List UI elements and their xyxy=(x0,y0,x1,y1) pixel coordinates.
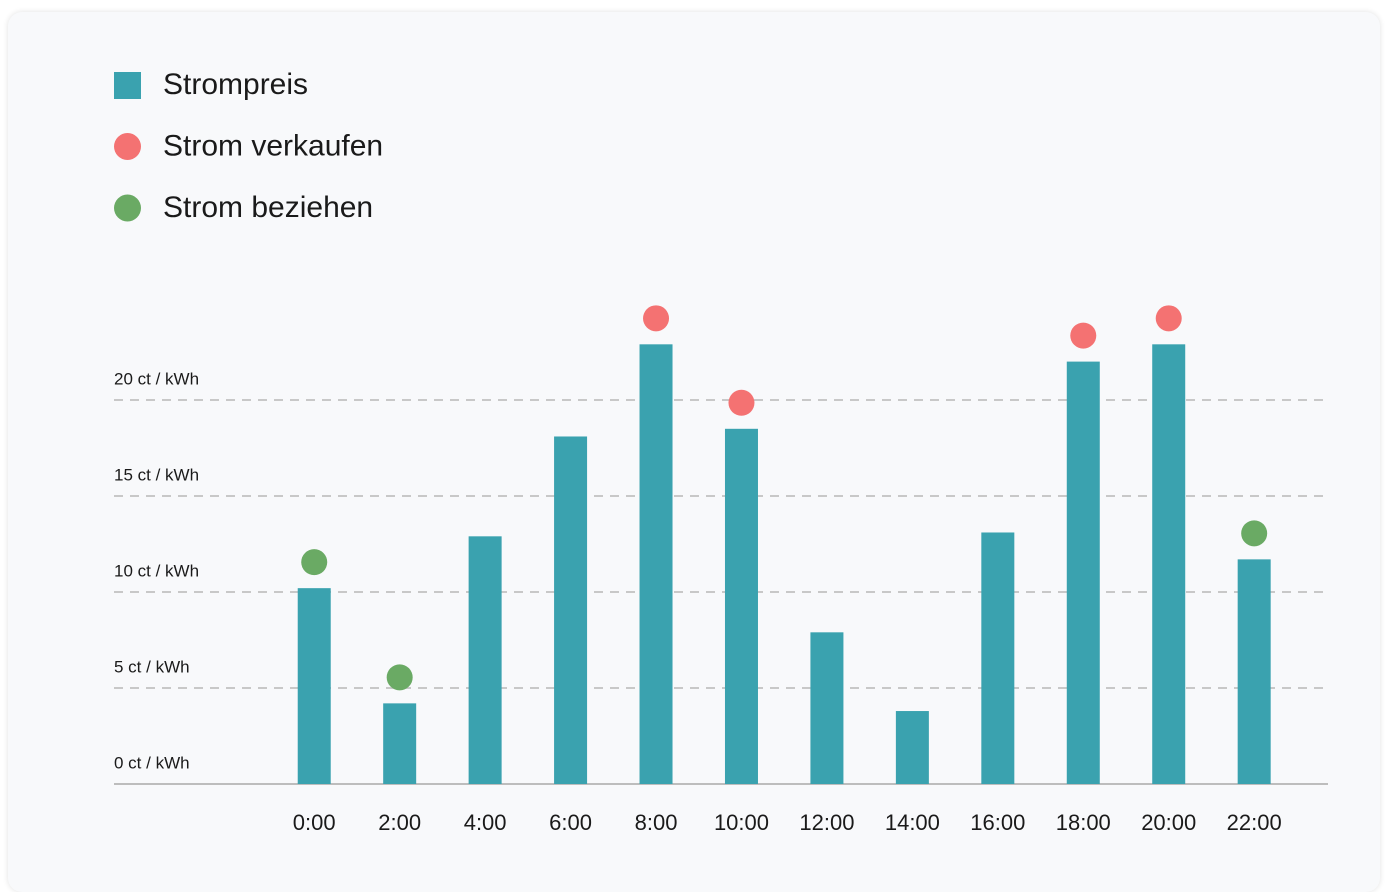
legend-swatch xyxy=(114,133,141,160)
marker xyxy=(643,305,670,332)
bar xyxy=(1152,344,1186,784)
y-tick-label: 15 ct / kWh xyxy=(114,465,199,484)
y-tick-label: 10 ct / kWh xyxy=(114,561,199,580)
legend-swatch xyxy=(114,72,141,99)
marker xyxy=(728,389,755,416)
x-tick-label: 4:00 xyxy=(464,810,507,835)
x-tick-label: 18:00 xyxy=(1056,810,1111,835)
marker xyxy=(1241,520,1268,547)
legend-label: Strom beziehen xyxy=(163,191,373,224)
marker xyxy=(386,664,413,691)
x-tick-label: 20:00 xyxy=(1141,810,1196,835)
bar xyxy=(1066,361,1100,784)
bar xyxy=(468,536,502,784)
x-tick-label: 10:00 xyxy=(714,810,769,835)
x-tick-label: 16:00 xyxy=(970,810,1025,835)
bar xyxy=(554,436,588,784)
legend-label: Strompreis xyxy=(163,68,308,101)
x-tick-label: 8:00 xyxy=(635,810,678,835)
bar xyxy=(981,532,1015,784)
bar xyxy=(895,711,929,784)
bar xyxy=(639,344,673,784)
bar xyxy=(383,703,417,784)
x-tick-label: 2:00 xyxy=(378,810,421,835)
card xyxy=(8,12,1380,892)
marker xyxy=(1155,305,1182,332)
bar xyxy=(1237,559,1271,784)
legend-swatch xyxy=(114,194,141,222)
x-tick-label: 6:00 xyxy=(549,810,592,835)
marker xyxy=(301,549,328,576)
marker xyxy=(1070,322,1097,349)
y-tick-label: 5 ct / kWh xyxy=(114,657,190,676)
y-tick-label: 20 ct / kWh xyxy=(114,369,199,388)
bar xyxy=(810,632,844,784)
legend-label: Strom verkaufen xyxy=(163,129,383,162)
x-tick-label: 22:00 xyxy=(1227,810,1282,835)
x-tick-label: 14:00 xyxy=(885,810,940,835)
bar xyxy=(724,428,758,784)
x-tick-label: 0:00 xyxy=(293,810,336,835)
bar xyxy=(297,588,331,784)
x-tick-label: 12:00 xyxy=(799,810,854,835)
y-tick-label: 0 ct / kWh xyxy=(114,753,190,772)
